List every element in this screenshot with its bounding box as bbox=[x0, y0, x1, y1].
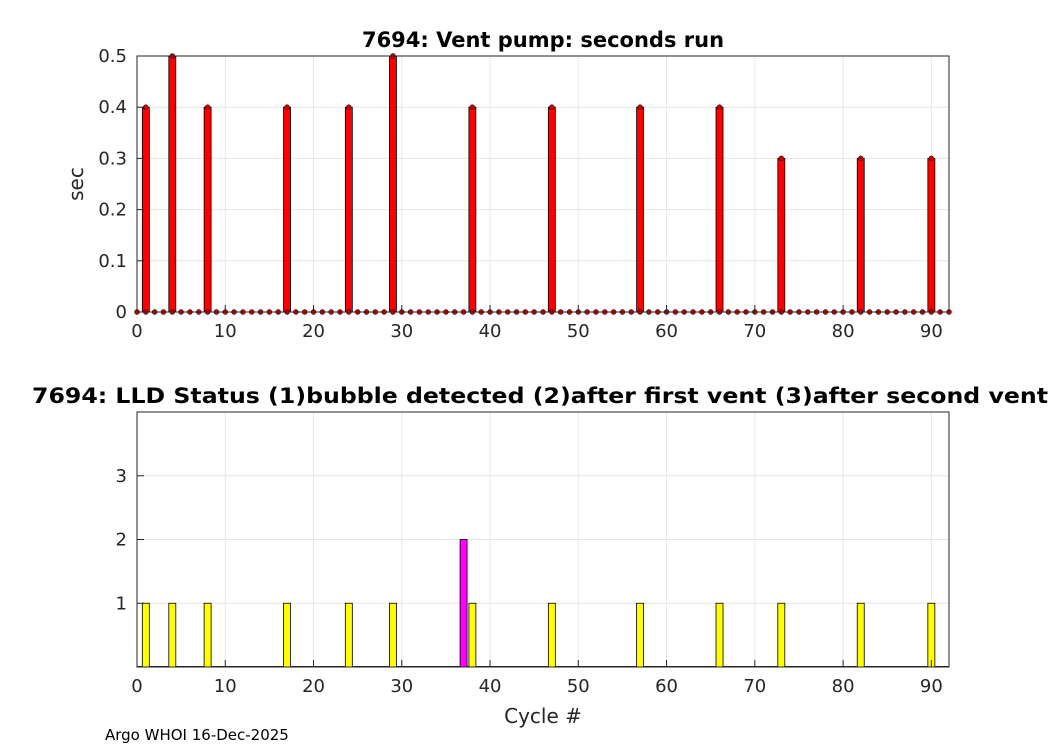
top-y-tick-label: 0.4 bbox=[98, 97, 127, 118]
bottom-bar bbox=[141, 602, 150, 668]
bottom-bars bbox=[141, 539, 936, 668]
top-y-ticks: 0 0.1 0.2 0.3 0.4 0.5 bbox=[98, 46, 144, 323]
top-point bbox=[143, 104, 149, 110]
top-point bbox=[346, 104, 352, 110]
bottom-bar bbox=[389, 602, 397, 668]
bot-x-tick-label: 90 bbox=[920, 676, 943, 697]
top-x-tick-label: 40 bbox=[479, 321, 502, 342]
top-x-tick-label: 10 bbox=[214, 321, 237, 342]
top-y-axis-label: sec bbox=[64, 167, 88, 201]
top-chart-title: 7694: Vent pump: seconds run bbox=[362, 28, 724, 52]
bottom-bar bbox=[203, 602, 212, 668]
top-x-tick-label: 80 bbox=[832, 321, 855, 342]
top-point bbox=[469, 104, 476, 110]
top-x-tick-label: 0 bbox=[131, 321, 142, 342]
bottom-bar bbox=[856, 602, 865, 668]
bot-x-tick-label: 70 bbox=[743, 676, 766, 697]
top-y-tick-label: 0.1 bbox=[98, 251, 127, 272]
top-point bbox=[637, 104, 643, 110]
top-bar bbox=[468, 106, 477, 313]
top-bar bbox=[777, 157, 786, 313]
lld-status-chart: 0 10 20 30 40 50 60 70 80 90 1 2 3 7694: LLD Status… bbox=[32, 384, 1048, 728]
top-x-tick-label: 50 bbox=[567, 321, 590, 342]
vent-pump-chart: 0 10 20 30 40 50 60 70 80 90 0 0.1 0.2 0.3 0.4 0.5 769… bbox=[64, 28, 952, 342]
top-point bbox=[284, 104, 290, 110]
bottom-bar bbox=[927, 602, 936, 668]
top-bar bbox=[344, 106, 353, 313]
top-point bbox=[857, 155, 864, 162]
top-bar bbox=[636, 106, 644, 313]
bottom-bar bbox=[168, 602, 177, 668]
top-x-tick-label: 60 bbox=[655, 321, 678, 342]
top-bars bbox=[141, 55, 936, 313]
bottom-x-axis-label: Cycle # bbox=[504, 704, 582, 728]
top-x-ticks: 0 10 20 30 40 50 60 70 80 90 bbox=[131, 305, 943, 342]
bot-y-tick-label: 1 bbox=[116, 593, 127, 614]
top-x-tick-label: 90 bbox=[920, 321, 943, 342]
bottom-bar bbox=[715, 602, 724, 668]
bot-x-tick-label: 40 bbox=[479, 676, 502, 697]
bottom-y-ticks: 1 2 3 bbox=[116, 466, 144, 614]
top-y-tick-label: 0.2 bbox=[98, 200, 127, 221]
bot-x-tick-label: 20 bbox=[302, 676, 325, 697]
top-y-tick-label: 0.5 bbox=[98, 46, 127, 67]
top-plot-frame bbox=[136, 55, 950, 313]
bot-x-tick-label: 60 bbox=[655, 676, 678, 697]
bot-x-tick-label: 10 bbox=[214, 676, 237, 697]
top-bar bbox=[283, 106, 291, 313]
bottom-bar bbox=[636, 602, 644, 668]
top-point bbox=[204, 104, 211, 110]
bottom-bar bbox=[459, 539, 468, 668]
top-bar bbox=[856, 157, 865, 313]
bottom-x-ticks: 0 10 20 30 40 50 60 70 80 90 bbox=[131, 660, 943, 697]
top-bar bbox=[389, 55, 397, 313]
bottom-bar bbox=[777, 602, 786, 668]
top-y-tick-label: 0.3 bbox=[98, 148, 127, 169]
footer-credit: Argo WHOI 16-Dec-2025 bbox=[105, 726, 289, 744]
top-point bbox=[778, 155, 785, 162]
top-bar bbox=[547, 106, 556, 313]
bot-x-tick-label: 30 bbox=[390, 676, 413, 697]
top-bar bbox=[203, 106, 212, 313]
bot-x-tick-label: 0 bbox=[131, 676, 142, 697]
bot-x-tick-label: 80 bbox=[832, 676, 855, 697]
bottom-chart-title: 7694: LLD Status (1)bubble detected (2)a… bbox=[32, 384, 1048, 408]
top-bar bbox=[715, 106, 724, 313]
top-point bbox=[549, 104, 555, 110]
top-x-tick-label: 20 bbox=[302, 321, 325, 342]
top-point bbox=[928, 155, 935, 162]
bottom-bar bbox=[547, 602, 556, 668]
top-point bbox=[716, 104, 723, 110]
bottom-bar bbox=[468, 602, 477, 668]
bottom-bar bbox=[344, 602, 353, 668]
top-bar bbox=[927, 157, 936, 313]
bot-y-tick-label: 3 bbox=[116, 466, 127, 487]
bot-x-tick-label: 50 bbox=[567, 676, 590, 697]
top-bar bbox=[168, 55, 177, 313]
top-plot-area bbox=[137, 56, 949, 312]
top-x-tick-label: 70 bbox=[743, 321, 766, 342]
top-x-tick-label: 30 bbox=[390, 321, 413, 342]
bot-y-tick-label: 2 bbox=[116, 530, 127, 551]
bottom-bar bbox=[283, 602, 291, 668]
top-y-tick-label: 0 bbox=[116, 302, 127, 323]
